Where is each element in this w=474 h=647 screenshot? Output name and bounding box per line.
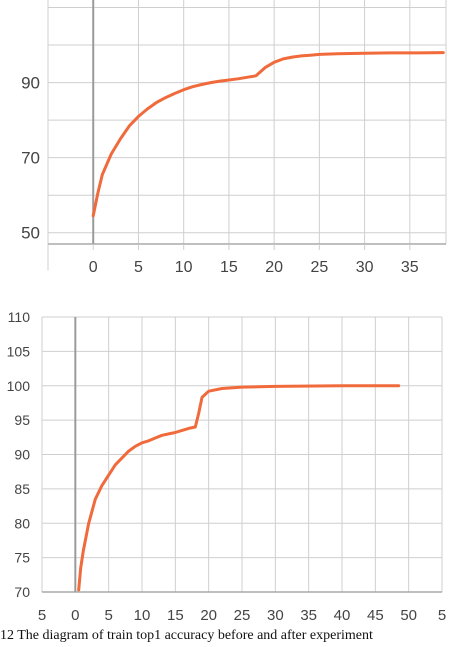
y-tick-label: 95 (14, 412, 30, 428)
chart-bottom: 5 0 5 10 15 20 25 30 35 40 45 50 5707580859095100105… (7, 309, 447, 624)
x-tick-label: 35 (401, 259, 419, 276)
x-tick-label: 10 (175, 259, 193, 276)
x-tick-label: 10 (134, 607, 151, 624)
y-tick-label: 90 (21, 74, 40, 93)
figure-caption: 12 The diagram of train top1 accuracy be… (0, 628, 373, 643)
x-tick-label: 45 (367, 607, 384, 624)
x-tick-label: 5 (438, 607, 446, 624)
x-tick-label: 5 (134, 259, 143, 276)
x-tick-label: 20 (200, 607, 217, 624)
y-tick-label: 85 (14, 481, 30, 497)
x-tick-label: 15 (220, 259, 238, 276)
y-tick-label: 70 (21, 149, 40, 168)
x-tick-label: 50 (400, 607, 417, 624)
x-tick-label: 25 (234, 607, 251, 624)
series-line (77, 384, 401, 592)
y-tick-label: 110 (8, 309, 31, 325)
x-tick-label: 30 (267, 607, 284, 624)
series-line (91, 51, 445, 218)
x-tick-label: 20 (265, 259, 283, 276)
x-tick-label: 25 (310, 259, 328, 276)
x-tick-label: 0 (89, 259, 98, 276)
y-tick-label: 100 (7, 378, 31, 394)
chart-top: 0 5 10 15 20 25 30 35 50 70 90 (21, 0, 447, 276)
x-tick-label: 5 (104, 607, 112, 624)
y-tick-label: 90 (14, 447, 30, 463)
x-tick-label: 35 (300, 607, 317, 624)
x-tick-label: 5 (38, 607, 46, 624)
y-tick-label: 50 (21, 224, 40, 243)
y-tick-label: 80 (14, 515, 30, 531)
y-tick-label: 75 (14, 550, 30, 566)
x-tick-label: 30 (356, 259, 374, 276)
y-tick-label: 105 (7, 343, 31, 359)
x-tick-label: 15 (167, 607, 184, 624)
x-tick-label: 0 (71, 607, 79, 624)
y-tick-label: 70 (14, 584, 30, 600)
x-tick-label: 40 (334, 607, 351, 624)
